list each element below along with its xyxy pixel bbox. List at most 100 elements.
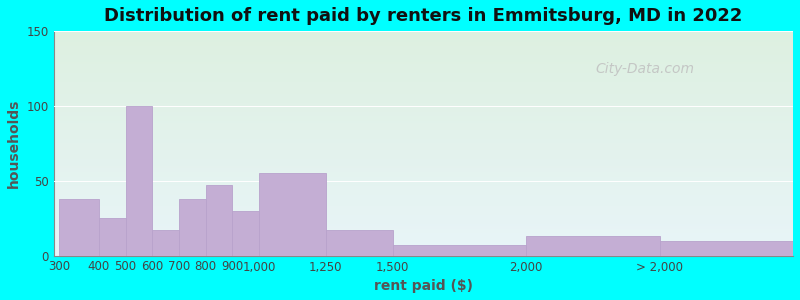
Bar <box>54 58 793 60</box>
Bar <box>54 69 793 71</box>
Bar <box>179 199 206 256</box>
Bar <box>54 193 793 195</box>
Bar <box>54 110 793 112</box>
Bar <box>54 166 793 168</box>
Bar <box>54 46 793 49</box>
Bar <box>54 60 793 62</box>
Bar <box>54 208 793 211</box>
Bar <box>54 240 793 242</box>
Bar <box>54 100 793 103</box>
Bar <box>54 38 793 40</box>
Bar <box>54 249 793 251</box>
Bar <box>54 190 793 193</box>
Bar <box>54 204 793 206</box>
Bar <box>54 146 793 148</box>
Bar <box>54 254 793 256</box>
Bar <box>54 123 793 125</box>
Bar <box>54 231 793 233</box>
Bar <box>59 199 99 256</box>
Bar <box>54 229 793 231</box>
Bar <box>54 141 793 143</box>
Bar <box>54 247 793 249</box>
Bar <box>54 172 793 175</box>
Bar <box>54 125 793 128</box>
Bar <box>54 112 793 114</box>
Y-axis label: households: households <box>7 98 21 188</box>
Bar <box>54 56 793 58</box>
Bar <box>206 185 233 256</box>
Bar <box>54 215 793 218</box>
Bar <box>54 134 793 136</box>
Bar <box>54 40 793 42</box>
Bar <box>54 152 793 154</box>
Bar <box>259 173 326 256</box>
Bar <box>54 139 793 141</box>
Bar <box>326 230 393 256</box>
Bar <box>54 44 793 46</box>
Bar <box>54 150 793 152</box>
Bar <box>54 89 793 92</box>
Bar <box>54 98 793 101</box>
Bar <box>54 78 793 80</box>
Bar <box>54 244 793 247</box>
Bar <box>54 226 793 229</box>
Bar <box>54 42 793 44</box>
Bar <box>54 164 793 166</box>
Bar <box>54 67 793 69</box>
Bar <box>54 53 793 56</box>
Bar <box>54 49 793 51</box>
Bar <box>54 170 793 172</box>
Bar <box>54 177 793 179</box>
Bar <box>54 51 793 53</box>
Bar <box>54 186 793 188</box>
Bar <box>54 31 793 33</box>
Bar <box>54 206 793 208</box>
Bar <box>54 242 793 244</box>
Bar <box>54 148 793 150</box>
Bar <box>54 188 793 190</box>
Bar <box>54 132 793 134</box>
Bar <box>54 157 793 159</box>
Bar <box>54 114 793 116</box>
Bar <box>54 87 793 89</box>
Bar <box>54 222 793 224</box>
Bar <box>54 128 793 130</box>
Bar <box>54 35 793 38</box>
Bar <box>54 62 793 64</box>
Bar <box>54 220 793 222</box>
Bar <box>54 85 793 87</box>
Bar <box>54 76 793 78</box>
Bar <box>54 143 793 146</box>
Bar <box>54 121 793 123</box>
Bar <box>54 213 793 215</box>
Bar <box>659 241 793 256</box>
Bar <box>54 168 793 170</box>
Bar <box>54 159 793 161</box>
Title: Distribution of rent paid by renters in Emmitsburg, MD in 2022: Distribution of rent paid by renters in … <box>104 7 742 25</box>
Bar <box>54 202 793 204</box>
Bar <box>526 236 659 256</box>
Bar <box>54 161 793 164</box>
Bar <box>54 103 793 105</box>
Bar <box>54 175 793 177</box>
Bar <box>54 80 793 83</box>
Bar <box>54 211 793 213</box>
Text: City-Data.com: City-Data.com <box>596 62 694 76</box>
Bar <box>54 94 793 96</box>
Bar <box>54 195 793 197</box>
Bar <box>54 74 793 76</box>
Bar <box>54 82 793 85</box>
Bar <box>126 106 152 256</box>
Bar <box>54 251 793 254</box>
Bar <box>54 92 793 94</box>
Bar <box>54 200 793 202</box>
Bar <box>54 118 793 121</box>
Bar <box>54 33 793 35</box>
Bar <box>54 179 793 182</box>
Bar <box>54 218 793 220</box>
Bar <box>54 154 793 157</box>
Bar <box>54 233 793 236</box>
Bar <box>54 182 793 184</box>
Bar <box>54 136 793 139</box>
Bar <box>99 218 126 256</box>
